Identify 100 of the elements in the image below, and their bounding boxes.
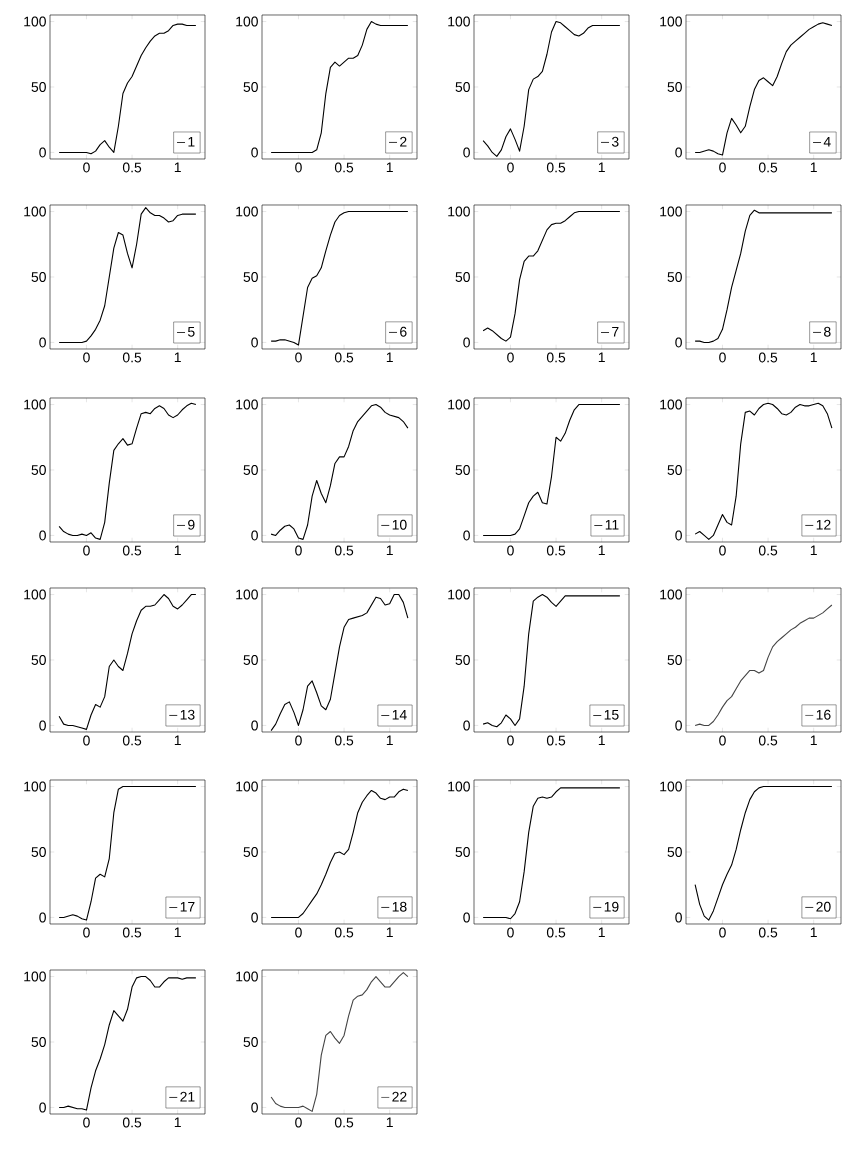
x-tick-label: 0 — [507, 162, 514, 173]
x-tick-label: 0.5 — [758, 735, 778, 746]
y-tick-label: 50 — [455, 465, 470, 475]
x-tick-label: 0 — [719, 162, 726, 173]
y-tick-label: 100 — [236, 971, 258, 982]
x-tick-label: 0 — [507, 545, 514, 556]
y-tick-label: 0 — [463, 720, 470, 731]
y-tick-label: 0 — [39, 1102, 46, 1113]
y-tick-label: 50 — [31, 82, 46, 92]
y-tick-label: 0 — [675, 530, 682, 541]
y-tick-label: 50 — [667, 847, 682, 857]
y-tick-label: 0 — [251, 912, 258, 923]
x-tick-label: 1 — [598, 162, 605, 173]
y-tick-label: 0 — [463, 912, 470, 923]
y-tick-label: 100 — [448, 399, 470, 410]
x-tick-label: 1 — [810, 927, 817, 938]
y-tick-label: 50 — [455, 847, 470, 857]
legend-label: 2 — [400, 136, 407, 147]
y-tick-label: 50 — [667, 82, 682, 92]
x-tick-label: 0.5 — [546, 545, 566, 556]
y-tick-label: 0 — [463, 147, 470, 158]
x-tick-label: 0.5 — [758, 352, 778, 363]
x-tick-label: 1 — [174, 927, 181, 938]
y-tick-label: 0 — [39, 912, 46, 923]
x-tick-label: 0.5 — [122, 735, 142, 746]
x-tick-label: 0.5 — [122, 545, 142, 556]
x-tick-label: 1 — [810, 545, 817, 556]
y-tick-label: 50 — [243, 465, 258, 475]
x-tick-label: 1 — [174, 735, 181, 746]
y-tick-label: 50 — [667, 465, 682, 475]
x-tick-label: 0.5 — [758, 545, 778, 556]
legend-label: 1 — [188, 136, 195, 147]
y-tick-label: 50 — [31, 272, 46, 282]
legend-label: 6 — [400, 326, 407, 337]
x-tick-label: 1 — [386, 927, 393, 938]
legend-label: 13 — [180, 709, 195, 720]
x-tick-label: 1 — [598, 927, 605, 938]
line-series — [58, 402, 197, 540]
y-tick-label: 100 — [660, 781, 682, 792]
x-tick-label: 0.5 — [122, 162, 142, 173]
x-tick-label: 0 — [83, 735, 90, 746]
y-tick-label: 0 — [463, 337, 470, 348]
y-tick-label: 50 — [667, 655, 682, 665]
legend-label: 19 — [604, 901, 619, 912]
x-tick-label: 0 — [83, 352, 90, 363]
x-tick-label: 0 — [295, 735, 302, 746]
legend-label: 9 — [188, 519, 195, 530]
y-tick-label: 100 — [660, 206, 682, 217]
y-tick-label: 0 — [251, 337, 258, 348]
x-tick-label: 1 — [386, 545, 393, 556]
legend-label: 3 — [611, 136, 619, 147]
y-tick-label: 100 — [660, 16, 682, 27]
y-tick-label: 100 — [236, 781, 258, 792]
y-tick-label: 100 — [236, 399, 258, 410]
x-tick-label: 0.5 — [546, 162, 566, 173]
x-tick-label: 0.5 — [122, 1117, 142, 1128]
x-tick-label: 0.5 — [334, 162, 354, 173]
y-tick-label: 0 — [675, 912, 682, 923]
x-tick-label: 0 — [295, 545, 302, 556]
x-tick-label: 0 — [295, 927, 302, 938]
x-tick-label: 0 — [507, 927, 514, 938]
legend-label: 14 — [392, 709, 407, 720]
y-tick-label: 0 — [251, 147, 258, 158]
y-tick-label: 0 — [675, 337, 682, 348]
legend-label: 16 — [816, 709, 831, 720]
x-tick-label: 1 — [810, 352, 817, 363]
y-tick-label: 50 — [31, 655, 46, 665]
y-tick-label: 100 — [24, 589, 46, 600]
y-tick-label: 0 — [251, 720, 258, 731]
x-tick-label: 1 — [598, 545, 605, 556]
x-tick-label: 0 — [83, 162, 90, 173]
legend-label: 22 — [392, 1091, 407, 1102]
x-tick-label: 1 — [386, 162, 393, 173]
legend-label: 8 — [824, 326, 831, 337]
y-tick-label: 50 — [31, 847, 46, 857]
y-tick-label: 50 — [243, 1037, 258, 1047]
y-tick-label: 100 — [24, 399, 46, 410]
x-tick-label: 1 — [174, 545, 181, 556]
x-tick-label: 0 — [719, 927, 726, 938]
x-tick-label: 0 — [295, 162, 302, 173]
x-tick-label: 0 — [719, 735, 726, 746]
y-tick-label: 0 — [675, 720, 682, 731]
y-tick-label: 100 — [24, 971, 46, 982]
y-tick-label: 100 — [236, 206, 258, 217]
x-tick-label: 0.5 — [334, 352, 354, 363]
y-tick-label: 100 — [24, 206, 46, 217]
x-tick-label: 1 — [810, 162, 817, 173]
x-tick-label: 0 — [83, 927, 90, 938]
legend-label: 5 — [187, 326, 195, 337]
y-tick-label: 100 — [236, 589, 258, 600]
x-tick-label: 0.5 — [334, 1117, 354, 1128]
x-tick-label: 0.5 — [758, 927, 778, 938]
y-tick-label: 50 — [31, 465, 46, 475]
y-tick-label: 0 — [39, 530, 46, 541]
y-tick-label: 100 — [448, 206, 470, 217]
y-tick-label: 0 — [675, 147, 682, 158]
x-tick-label: 1 — [386, 1117, 393, 1128]
y-tick-label: 50 — [31, 1037, 46, 1047]
x-tick-label: 0 — [295, 352, 302, 363]
y-tick-label: 50 — [667, 272, 682, 282]
